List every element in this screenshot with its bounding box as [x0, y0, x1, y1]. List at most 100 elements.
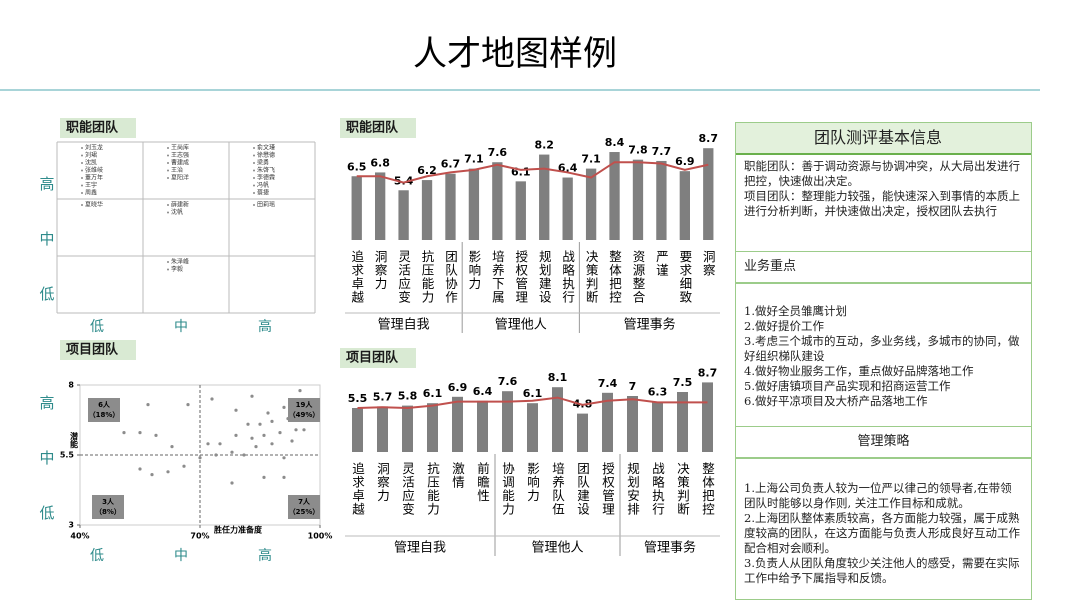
- person-name: 朱啓飞: [257, 166, 275, 174]
- point: [234, 408, 238, 412]
- bar: [377, 406, 388, 452]
- section-tag-bg: [340, 118, 416, 138]
- bar: [492, 162, 503, 240]
- category-label: 洞察: [701, 250, 716, 277]
- person-dot: [81, 177, 83, 179]
- value-label: 7: [629, 380, 637, 393]
- bar: [502, 391, 513, 452]
- category-label: 战略执行: [560, 250, 575, 304]
- point: [250, 436, 254, 440]
- person-dot: [81, 192, 83, 194]
- focus-item: 6.做好平凉项目及大桥产品落地工作: [744, 394, 928, 408]
- point: [206, 442, 210, 446]
- value-label: 8.1: [548, 371, 568, 384]
- strategy-list: 1.上海公司负责人较为一位严以律己的领导者,在带领团队时能够以身作则, 关注工作…: [736, 458, 1031, 590]
- category-label: 战略执行: [650, 462, 665, 516]
- info-paragraph: 职能团队：善于调动资源与协调冲突，从大局出发进行把控，快速做出决定。: [744, 159, 1020, 188]
- bar: [477, 400, 488, 452]
- bar: [656, 160, 667, 240]
- point: [266, 411, 270, 415]
- point: [278, 431, 282, 435]
- person-dot: [167, 268, 169, 271]
- bar: [421, 180, 433, 240]
- person-name: 刘珺: [85, 151, 97, 159]
- person-dot: [81, 162, 83, 164]
- level-label: 高: [258, 318, 272, 335]
- slide-title: 人才地图样例: [413, 34, 617, 74]
- person-name: 李毅: [171, 265, 183, 273]
- point: [270, 419, 274, 423]
- person-name: 朱泽峰: [171, 258, 189, 266]
- bar: [445, 173, 456, 240]
- focus-list: 1.做好全员雏鹰计划 2.做好提价工作 3.考虑三个城市的互动，多业务线，多城市的协…: [736, 283, 1031, 426]
- category-label: 规划建设: [537, 249, 552, 304]
- value-label: 7.8: [628, 144, 648, 157]
- value-label: 5.5: [348, 392, 368, 405]
- quadrant-share: （8%）: [95, 508, 121, 516]
- section-tag: 职能团队: [346, 120, 399, 136]
- point: [218, 442, 222, 446]
- point: [182, 464, 186, 468]
- point: [166, 470, 170, 474]
- category-label: 灵活应变: [400, 462, 415, 516]
- section-tag: 项目团队: [346, 351, 399, 366]
- person-name: 冯帆: [257, 181, 269, 189]
- point: [298, 389, 302, 393]
- value-label: 6.9: [675, 155, 695, 168]
- strategy-item: 1.上海公司负责人较为一位严以律己的领导者,在带领团队时能够以身作则, 关注工作…: [744, 481, 1012, 510]
- person-dot: [81, 184, 83, 187]
- person-dot: [253, 204, 255, 206]
- category-label: 追求卓越: [350, 461, 365, 516]
- level-label: 中: [39, 449, 54, 467]
- level-label: 低: [39, 285, 54, 303]
- category-label: 规划安排: [625, 461, 640, 516]
- person-name: 曹建成: [171, 159, 189, 167]
- x-axis-title: 胜任力准备度: [213, 525, 263, 535]
- person-name: 张维岐: [85, 166, 103, 174]
- point: [282, 405, 286, 409]
- focus-item: 4.做好物业服务工作，重点做好品牌落地工作: [744, 364, 974, 378]
- person-name: 田莉瑶: [257, 201, 275, 209]
- info-title: 团队测评基本信息: [736, 123, 1031, 155]
- bar: [468, 168, 480, 240]
- focus-item: 5.做好唐镇项目产品实现和招商运营工作: [744, 379, 951, 393]
- point: [294, 428, 298, 432]
- bar: [632, 159, 644, 240]
- bar: [602, 392, 613, 452]
- bar: [585, 168, 597, 240]
- level-label: 高: [39, 394, 54, 412]
- value-label: 6.4: [473, 385, 493, 398]
- category-label: 追求卓越: [349, 249, 364, 304]
- value-label: 7.6: [498, 375, 518, 388]
- person-dot: [167, 261, 169, 263]
- person-dot: [167, 154, 169, 157]
- group-label: 管理事务: [624, 317, 676, 333]
- point: [262, 433, 266, 437]
- value-label: 7.6: [488, 146, 508, 159]
- bar: [398, 190, 409, 240]
- category-label: 前瞻性: [475, 461, 490, 503]
- point: [170, 445, 174, 449]
- quadrant-box: [288, 495, 320, 519]
- point: [302, 428, 306, 432]
- point: [214, 453, 218, 457]
- level-label: 高: [258, 547, 272, 564]
- point: [230, 450, 234, 454]
- quadrant-share: （18%）: [89, 411, 120, 419]
- person-name: 薛建新: [171, 201, 189, 209]
- point: [282, 475, 286, 479]
- point: [282, 456, 286, 460]
- person-dot: [253, 177, 255, 179]
- level-label: 低: [90, 319, 104, 335]
- person-dot: [253, 184, 255, 187]
- bar: [375, 172, 386, 240]
- strategy-title: 管理策略: [736, 426, 1031, 458]
- category-label: 激情: [450, 462, 465, 489]
- value-label: 7.4: [598, 377, 618, 390]
- value-label: 8.7: [698, 366, 718, 379]
- point: [138, 431, 142, 435]
- person-dot: [167, 211, 169, 214]
- bar: [703, 148, 714, 240]
- person-dot: [167, 177, 169, 179]
- x-tick-label: 40%: [70, 532, 89, 541]
